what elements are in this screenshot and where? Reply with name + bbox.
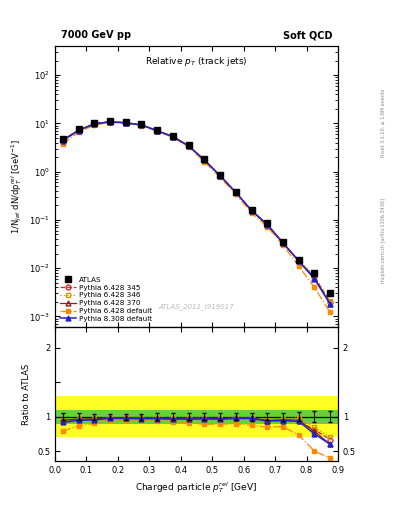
Text: Rivet 3.1.10, ≥ 1.6M events: Rivet 3.1.10, ≥ 1.6M events [381,89,386,157]
Text: mcplots.cern.ch [arXiv:1306.3436]: mcplots.cern.ch [arXiv:1306.3436] [381,198,386,283]
X-axis label: Charged particle $p_T^{rel}$ [GeV]: Charged particle $p_T^{rel}$ [GeV] [136,480,257,495]
Text: 7000 GeV pp: 7000 GeV pp [61,30,131,40]
Text: ATLAS_2011_I919017: ATLAS_2011_I919017 [159,304,234,310]
Text: Soft QCD: Soft QCD [283,30,332,40]
Y-axis label: 1/N$_{jet}$ dN/dp$_T^{rel}$ [GeV$^{-1}$]: 1/N$_{jet}$ dN/dp$_T^{rel}$ [GeV$^{-1}$] [9,139,24,234]
Legend: ATLAS, Pythia 6.428 345, Pythia 6.428 346, Pythia 6.428 370, Pythia 6.428 defaul: ATLAS, Pythia 6.428 345, Pythia 6.428 34… [59,275,153,324]
Y-axis label: Ratio to ATLAS: Ratio to ATLAS [22,364,31,424]
Text: Relative $p_T$ (track jets): Relative $p_T$ (track jets) [145,54,248,68]
